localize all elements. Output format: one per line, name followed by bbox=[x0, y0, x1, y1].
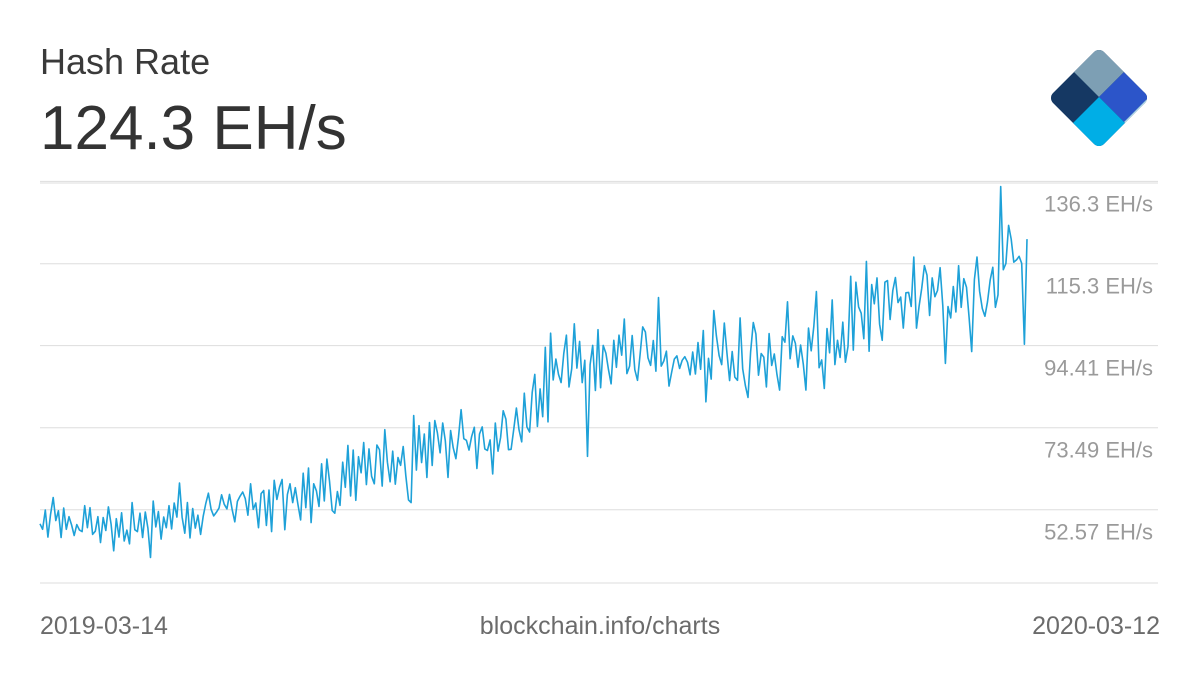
y-tick-label: 94.41 EH/s bbox=[1044, 356, 1153, 381]
grid-lines bbox=[40, 180, 1158, 584]
blockchain-logo-icon bbox=[1048, 47, 1150, 149]
y-tick-label: 136.3 EH/s bbox=[1044, 191, 1153, 216]
current-hash-rate-value: 124.3 EH/s bbox=[40, 94, 347, 163]
chart-title: Hash Rate bbox=[40, 41, 211, 82]
x-axis-end-date: 2020-03-12 bbox=[1032, 612, 1160, 640]
y-tick-label: 73.49 EH/s bbox=[1044, 438, 1153, 463]
source-link[interactable]: blockchain.info/charts bbox=[479, 612, 721, 640]
hash-rate-series-line bbox=[39, 185, 1028, 559]
series-layer bbox=[39, 185, 1028, 559]
y-tick-label: 115.3 EH/s bbox=[1046, 274, 1153, 299]
y-tick-label: 52.57 EH/s bbox=[1044, 520, 1153, 545]
y-axis-tick-labels: 52.57 EH/s 73.49 EH/s 94.41 EH/s 115.3 EH/s… bbox=[1044, 191, 1153, 544]
x-axis-start-date: 2019-03-14 bbox=[40, 612, 168, 640]
